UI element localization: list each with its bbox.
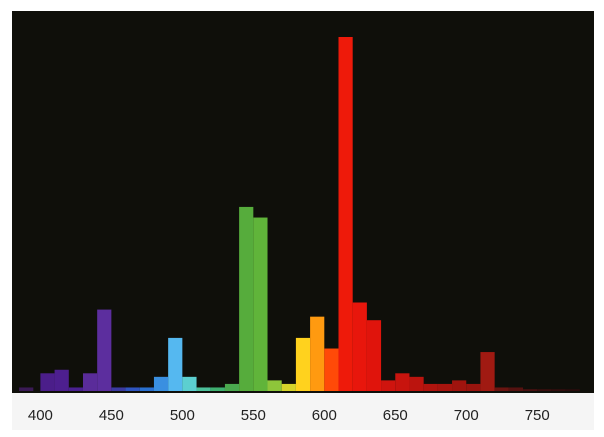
spectrum-bar-8 xyxy=(139,387,154,391)
spectrum-bar-26 xyxy=(395,373,410,391)
spectrum-bar-18 xyxy=(281,383,296,391)
spectrum-bar-2 xyxy=(54,369,69,391)
spectrum-bar-10 xyxy=(168,337,183,391)
x-tick-label-7: 750 xyxy=(525,407,550,424)
x-tick-labels: 400 450 500 550 600 650 700 750 xyxy=(28,407,550,424)
x-tick-label-3: 550 xyxy=(241,407,266,424)
x-tick-label-5: 650 xyxy=(383,407,408,424)
spectrum-bar-17 xyxy=(267,380,282,391)
spectrum-bar-5 xyxy=(97,309,112,391)
spectrum-bar-34 xyxy=(508,387,524,391)
spectrum-bar-28 xyxy=(423,383,438,391)
spectrum-bar-4 xyxy=(82,373,98,391)
x-tick-label-1: 450 xyxy=(99,407,124,424)
x-tick-label-4: 600 xyxy=(312,407,337,424)
x-tick-label-0: 400 xyxy=(28,407,53,424)
spectrum-bar-12 xyxy=(196,387,211,391)
spectrum-bar-6 xyxy=(111,387,126,391)
spectrum-bar-9 xyxy=(153,376,169,391)
x-tick-label-6: 700 xyxy=(454,407,479,424)
spectrum-bar-37 xyxy=(551,389,566,391)
x-tick-label-2: 500 xyxy=(170,407,195,424)
spectrum-bar-22 xyxy=(338,37,353,391)
spectrum-bar-15 xyxy=(239,206,254,391)
spectrum-bar-24 xyxy=(366,320,382,391)
spectrum-bar-0 xyxy=(19,387,34,391)
spectrum-bar-1 xyxy=(40,373,55,391)
spectrum-bar-21 xyxy=(324,348,339,391)
spectrum-bar-11 xyxy=(182,376,197,391)
spectrum-bar-25 xyxy=(381,380,396,391)
spectrum-bar-27 xyxy=(409,376,424,391)
spectrum-bar-31 xyxy=(466,383,481,391)
spectrum-bar-32 xyxy=(480,352,495,391)
spectrum-bar-3 xyxy=(68,387,83,391)
spectrum-bar-14 xyxy=(224,383,240,391)
spectrum-bar-23 xyxy=(352,302,367,391)
spectrum-bar-19 xyxy=(295,337,311,391)
spectrum-bar-13 xyxy=(210,387,225,391)
spectrum-bar-35 xyxy=(523,389,538,391)
spectrum-bar-7 xyxy=(125,387,140,391)
spectrum-bar-38 xyxy=(565,389,580,391)
spectrum-bar-29 xyxy=(437,383,453,391)
spectrum-bar-16 xyxy=(253,217,268,391)
spectrum-bar-20 xyxy=(310,316,325,391)
x-axis-strip xyxy=(12,393,594,430)
spectrum-bar-36 xyxy=(537,389,552,391)
spectrum-bar-33 xyxy=(494,387,509,391)
spectrum-bar-30 xyxy=(452,380,467,391)
bars-layer xyxy=(19,37,580,391)
